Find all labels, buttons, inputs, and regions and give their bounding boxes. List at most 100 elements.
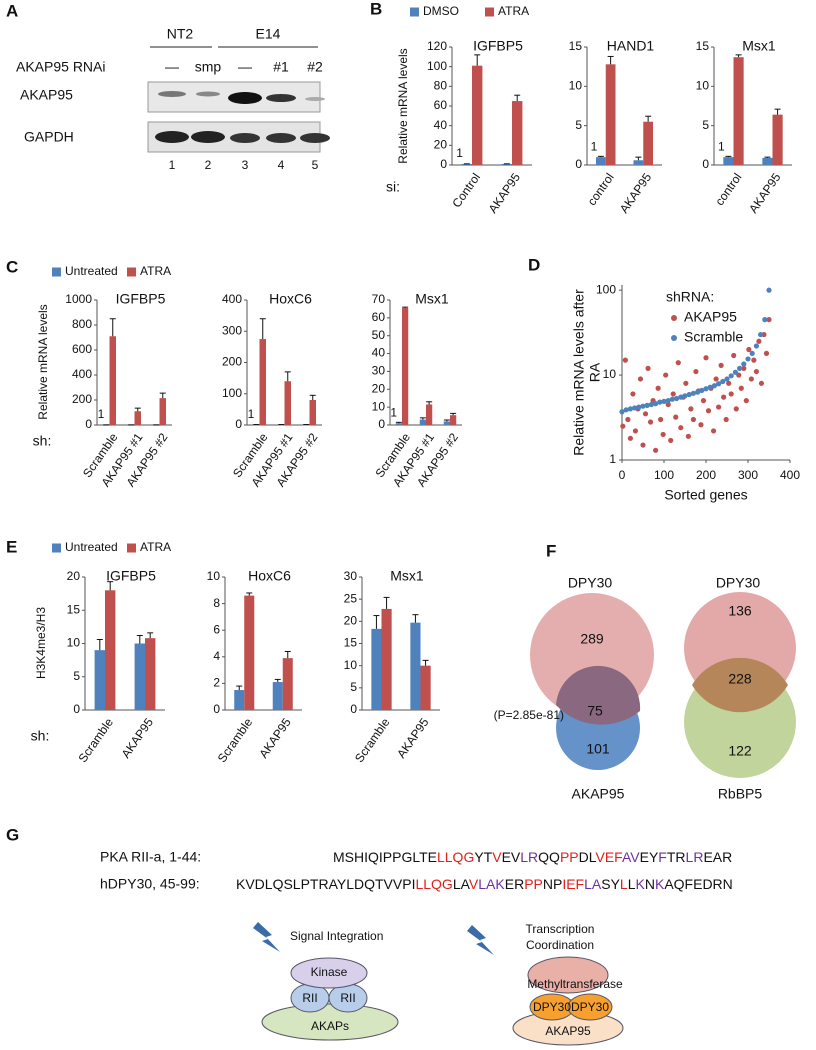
sequence: MSHIQIPPGLTELLQGYTVEVLRQQPPDLVEFAVEYFTRL… bbox=[333, 849, 732, 865]
bar bbox=[512, 101, 523, 165]
point bbox=[728, 391, 734, 397]
chart-title: Msx1 bbox=[742, 38, 776, 54]
panel-label: E bbox=[6, 537, 17, 556]
y-tick-label: 0 bbox=[440, 157, 447, 171]
residues: AQFEDRN bbox=[664, 876, 732, 892]
point bbox=[683, 380, 689, 386]
error-bar bbox=[725, 155, 732, 158]
y-tick-label: 20 bbox=[372, 381, 386, 395]
lane-number: 5 bbox=[312, 158, 319, 172]
chart-title: HAND1 bbox=[607, 38, 655, 54]
bar bbox=[381, 608, 392, 710]
bar bbox=[501, 164, 512, 165]
point bbox=[627, 435, 634, 441]
bar bbox=[282, 658, 293, 710]
y-tick-label: 10 bbox=[696, 79, 710, 93]
node-label: RII bbox=[302, 991, 317, 1005]
residues: VEF bbox=[596, 849, 623, 865]
y-tick-label: 10 bbox=[569, 79, 583, 93]
y-tick-label: 0 bbox=[575, 157, 582, 171]
residues: SY bbox=[601, 876, 620, 892]
error-bar bbox=[450, 412, 457, 416]
residues: QQ bbox=[538, 849, 560, 865]
error-bar bbox=[635, 156, 642, 161]
band bbox=[155, 131, 189, 143]
point bbox=[620, 423, 626, 429]
diagram-title: Coordination bbox=[526, 938, 594, 952]
y-tick-label: 10 bbox=[207, 569, 221, 583]
bar bbox=[443, 421, 450, 425]
error-bar bbox=[419, 417, 426, 420]
data-label: 1 bbox=[248, 407, 255, 421]
band bbox=[266, 133, 296, 143]
model-diagram: Signal Integration Kinase RII RII AKAPs … bbox=[253, 922, 624, 1046]
cell-line: NT2 bbox=[167, 26, 194, 42]
point bbox=[698, 422, 704, 428]
point bbox=[758, 331, 764, 338]
point bbox=[718, 362, 724, 369]
akap-shape bbox=[261, 1003, 399, 1041]
point bbox=[705, 408, 712, 414]
bar bbox=[134, 643, 145, 710]
y-tick-label: 40 bbox=[372, 346, 386, 360]
point bbox=[685, 433, 691, 439]
protein-label: GAPDH bbox=[24, 129, 74, 145]
point bbox=[645, 365, 651, 371]
y-tick-label: 5 bbox=[702, 118, 709, 132]
point bbox=[678, 425, 684, 431]
error-bar bbox=[395, 421, 402, 424]
lane-number: 2 bbox=[205, 158, 212, 172]
point bbox=[658, 416, 664, 423]
point bbox=[647, 419, 654, 425]
y-axis-label: RA bbox=[587, 362, 603, 382]
band bbox=[196, 91, 220, 97]
point bbox=[660, 431, 666, 438]
point bbox=[625, 416, 631, 423]
residues: LA bbox=[584, 876, 602, 892]
legend-swatch bbox=[52, 543, 61, 553]
residues: F bbox=[658, 849, 667, 865]
kinase-shape bbox=[290, 957, 368, 989]
bar bbox=[402, 308, 409, 425]
point bbox=[673, 414, 679, 420]
residues: PP bbox=[560, 849, 579, 865]
point bbox=[756, 338, 762, 344]
residues: KVDLQSLPTRAYLDQTVVPI bbox=[236, 876, 415, 892]
legend-label: Scramble bbox=[684, 329, 743, 345]
residues: IEF bbox=[562, 876, 584, 892]
point bbox=[732, 369, 739, 375]
y-tick-label: 300 bbox=[222, 323, 242, 337]
y-tick-label: 0 bbox=[702, 157, 709, 171]
residues: MSHIQIPPGLTE bbox=[333, 849, 437, 865]
y-tick-label: 5 bbox=[350, 680, 357, 694]
point bbox=[640, 442, 646, 448]
point bbox=[648, 401, 655, 408]
point bbox=[713, 376, 719, 382]
x-tick-label: Scramble bbox=[215, 715, 256, 765]
bar bbox=[605, 64, 616, 165]
y-tick-label: 8 bbox=[213, 596, 220, 610]
chart-title: IGFBP5 bbox=[473, 38, 523, 54]
point bbox=[632, 405, 638, 411]
bar bbox=[94, 650, 105, 710]
count: 136 bbox=[728, 603, 752, 619]
category-prefix: sh: bbox=[31, 728, 50, 744]
point bbox=[630, 391, 636, 397]
y-tick-label: 400 bbox=[72, 367, 92, 381]
chart-title: IGFBP5 bbox=[116, 291, 166, 307]
panel-label: A bbox=[6, 1, 18, 20]
error-bar bbox=[474, 54, 481, 66]
chart-title: Msx1 bbox=[390, 568, 424, 584]
point bbox=[678, 394, 684, 400]
bar bbox=[633, 160, 644, 165]
p-value: (P=2.85e-81) bbox=[494, 708, 564, 722]
bar bbox=[159, 398, 166, 425]
count: 228 bbox=[728, 671, 752, 687]
y-axis-label: Relative mRNA levels after bbox=[571, 289, 587, 456]
point bbox=[686, 391, 692, 398]
x-tick-label: AKAP95 bbox=[256, 715, 294, 760]
x-tick-label: control bbox=[585, 171, 617, 209]
sequence-label: hDPY30, 45-99: bbox=[100, 876, 200, 892]
node-label: AKAPs bbox=[311, 1019, 349, 1033]
bar bbox=[395, 423, 402, 425]
